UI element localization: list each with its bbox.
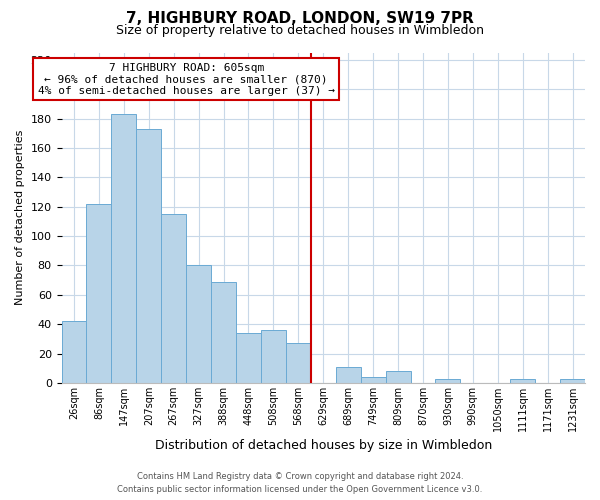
Bar — [161, 214, 186, 383]
Text: Contains HM Land Registry data © Crown copyright and database right 2024.
Contai: Contains HM Land Registry data © Crown c… — [118, 472, 482, 494]
Bar — [336, 367, 361, 383]
Bar — [361, 377, 386, 383]
Bar — [86, 204, 112, 383]
Y-axis label: Number of detached properties: Number of detached properties — [15, 130, 25, 306]
Bar — [186, 266, 211, 383]
Bar — [436, 378, 460, 383]
Bar — [386, 372, 410, 383]
Bar — [236, 333, 261, 383]
Bar — [112, 114, 136, 383]
Text: 7 HIGHBURY ROAD: 605sqm
← 96% of detached houses are smaller (870)
4% of semi-de: 7 HIGHBURY ROAD: 605sqm ← 96% of detache… — [38, 63, 335, 96]
Text: 7, HIGHBURY ROAD, LONDON, SW19 7PR: 7, HIGHBURY ROAD, LONDON, SW19 7PR — [126, 11, 474, 26]
Bar — [560, 378, 585, 383]
Bar — [510, 378, 535, 383]
Bar — [211, 282, 236, 383]
Bar — [286, 344, 311, 383]
Bar — [261, 330, 286, 383]
Text: Size of property relative to detached houses in Wimbledon: Size of property relative to detached ho… — [116, 24, 484, 37]
X-axis label: Distribution of detached houses by size in Wimbledon: Distribution of detached houses by size … — [155, 440, 492, 452]
Bar — [62, 322, 86, 383]
Bar — [136, 129, 161, 383]
